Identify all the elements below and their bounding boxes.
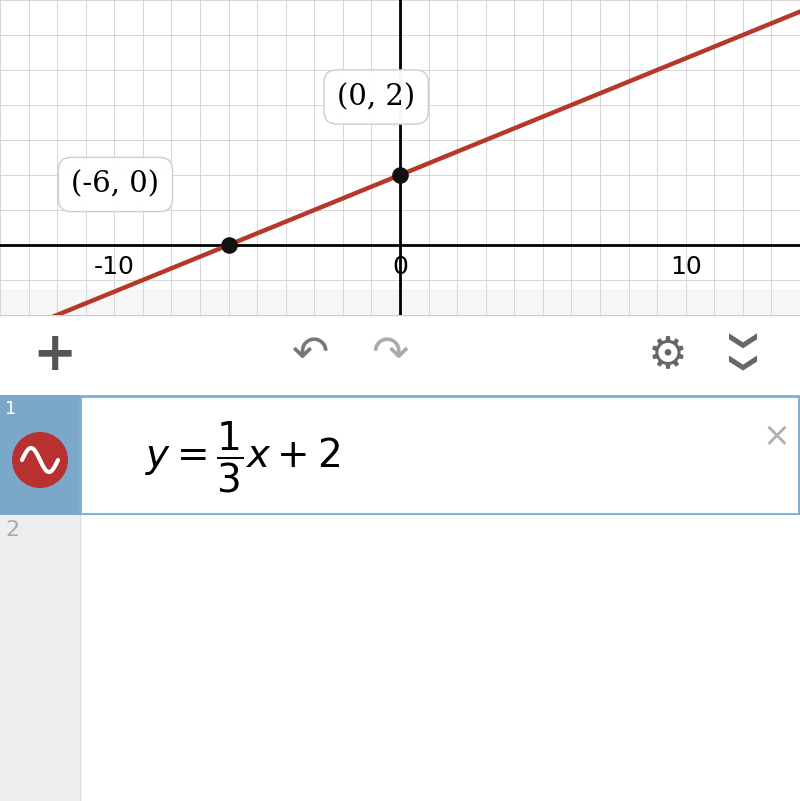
- Text: 0: 0: [392, 256, 408, 280]
- Text: 1: 1: [5, 400, 16, 418]
- Bar: [0, 515, 80, 801]
- Bar: [0, 288, 800, 315]
- Point: [394, 168, 406, 181]
- Bar: [0, 395, 80, 515]
- Text: ↶: ↶: [291, 333, 329, 376]
- Text: (-6, 0): (-6, 0): [71, 171, 159, 199]
- Circle shape: [12, 432, 68, 488]
- Text: -10: -10: [94, 256, 134, 280]
- Text: 10: 10: [670, 256, 702, 280]
- Text: ×: ×: [762, 420, 790, 453]
- Text: 2: 2: [5, 520, 19, 540]
- Text: (0, 2): (0, 2): [337, 83, 415, 111]
- Bar: [80, 396, 799, 514]
- Text: ⚙: ⚙: [648, 333, 688, 376]
- Text: ❯❯: ❯❯: [724, 332, 752, 378]
- Point: [222, 239, 235, 252]
- Text: +: +: [33, 329, 77, 381]
- Text: ↷: ↷: [371, 333, 409, 376]
- Text: $y = \dfrac{1}{3}x + 2$: $y = \dfrac{1}{3}x + 2$: [145, 420, 340, 494]
